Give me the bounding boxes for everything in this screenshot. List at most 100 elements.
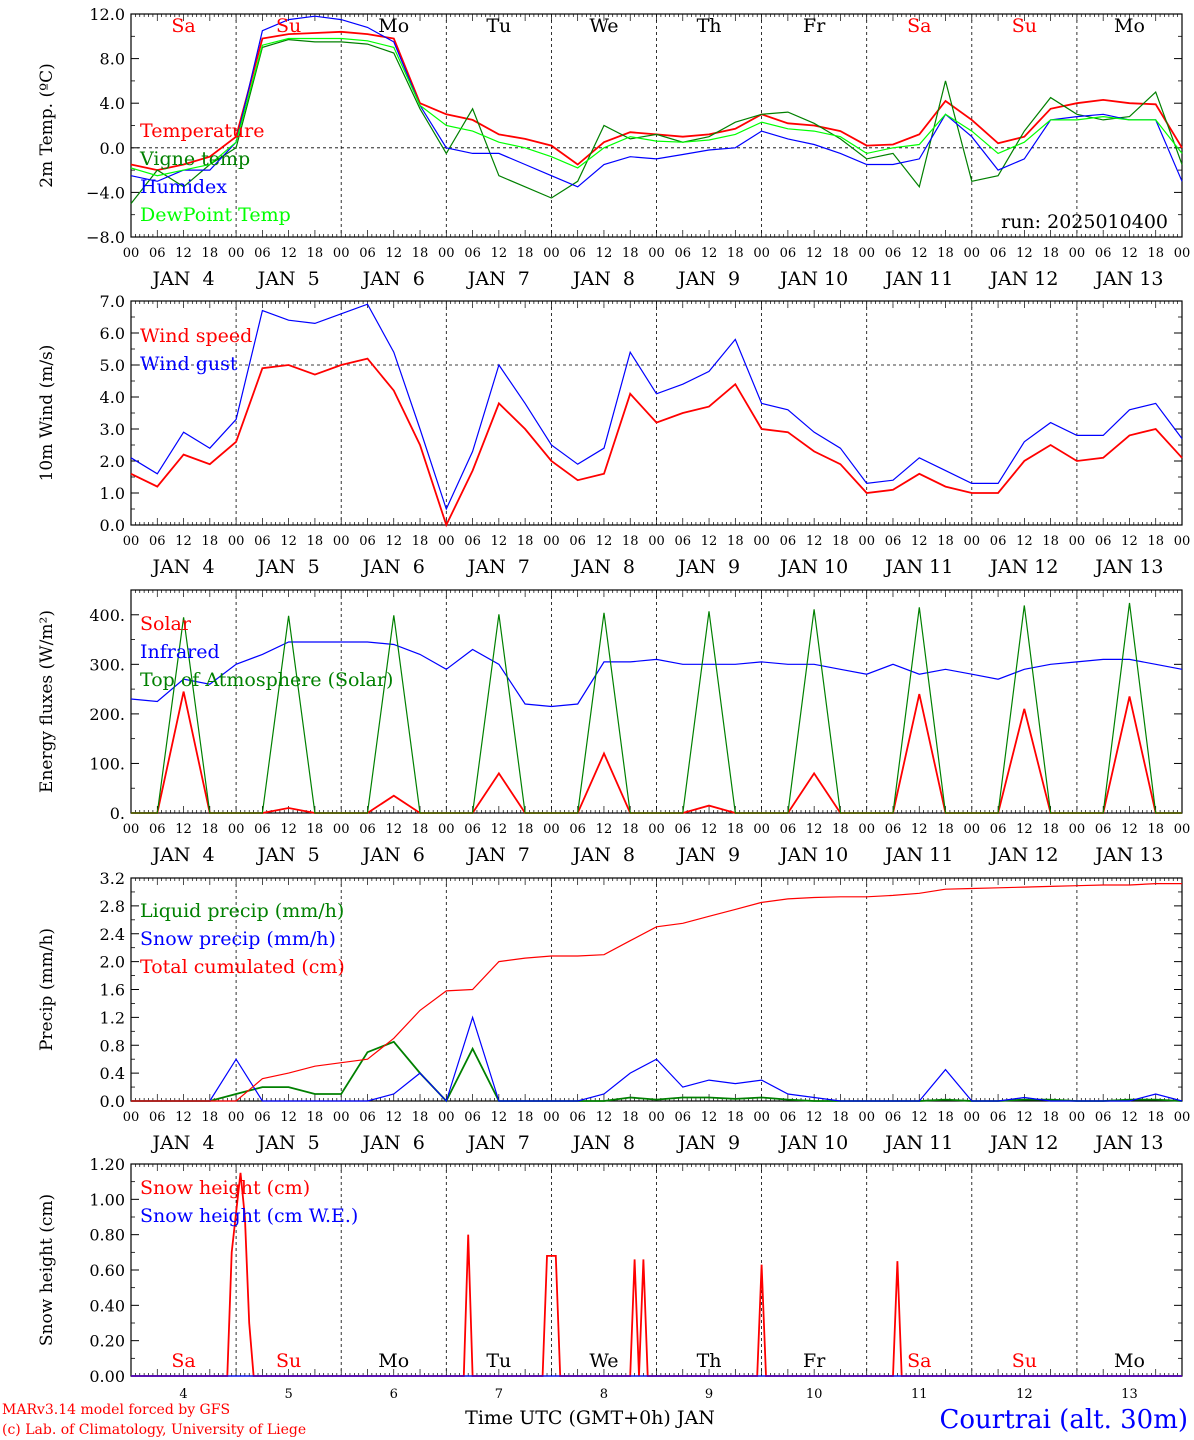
hour-tick-label: 12 xyxy=(806,1110,823,1125)
y-tick-label: 0.0 xyxy=(100,139,125,158)
hour-tick-label: 12 xyxy=(280,246,297,261)
hour-tick-label: 12 xyxy=(1121,246,1138,261)
day-name-label: Mo xyxy=(1114,1350,1145,1372)
hour-tick-label: 12 xyxy=(385,822,402,837)
date-label: JAN 8 xyxy=(571,268,635,290)
hour-tick-label: 12 xyxy=(175,822,192,837)
day-name-label: Sa xyxy=(907,1350,931,1372)
y-axis-label: Precip (mm/h) xyxy=(37,928,57,1051)
hour-tick-label: 18 xyxy=(727,822,744,837)
hour-tick-label: 18 xyxy=(727,1110,744,1125)
series-line-liquid-precip-mm-h- xyxy=(131,1040,1183,1103)
day-name-label: Mo xyxy=(378,1350,409,1372)
hour-tick-label: 00 xyxy=(333,246,350,261)
hour-tick-label: 00 xyxy=(648,822,665,837)
y-tick-label: 1.0 xyxy=(100,484,125,503)
hour-tick-label: 00 xyxy=(964,246,981,261)
hour-tick-label: 06 xyxy=(149,534,166,549)
date-label: JAN 6 xyxy=(361,556,425,578)
y-tick-label: 0.0 xyxy=(100,1092,125,1111)
hour-tick-label: 06 xyxy=(254,246,271,261)
y-tick-label: 0.4 xyxy=(100,1064,125,1083)
hour-tick-label: 12 xyxy=(596,1110,613,1125)
series-line-humidex xyxy=(130,15,1183,188)
legend-entry: Wind speed xyxy=(140,325,252,347)
hour-tick-label: 06 xyxy=(569,534,586,549)
date-label: JAN 7 xyxy=(466,1132,530,1154)
hour-tick-label: 12 xyxy=(280,822,297,837)
hour-tick-label: 18 xyxy=(1042,822,1059,837)
hour-tick-label: 18 xyxy=(622,246,639,261)
y-tick-label: 2.8 xyxy=(100,897,125,916)
hour-tick-label: 18 xyxy=(1147,246,1164,261)
legend-entry: Humidex xyxy=(140,176,227,198)
x-axis-label: Time UTC (GMT+0h) JAN xyxy=(465,1407,715,1429)
hour-tick-label: 00 xyxy=(123,822,140,837)
hour-tick-label: 12 xyxy=(596,534,613,549)
y-tick-label: 8.0 xyxy=(100,50,125,69)
day-number-label: 12 xyxy=(1016,1387,1033,1402)
date-label: JAN 12 xyxy=(988,1132,1058,1154)
day-number-label: 8 xyxy=(600,1387,608,1402)
hour-tick-label: 18 xyxy=(412,1110,429,1125)
y-tick-label: 1.6 xyxy=(100,981,125,1000)
hour-tick-label: 06 xyxy=(254,822,271,837)
hour-tick-label: 00 xyxy=(543,534,560,549)
hour-tick-label: 06 xyxy=(464,246,481,261)
date-label: JAN 11 xyxy=(883,844,953,866)
day-name-label: Th xyxy=(697,15,722,37)
legend-entry: Top of Atmosphere (Solar) xyxy=(140,669,393,691)
series-line-wind-speed xyxy=(130,357,1183,528)
hour-tick-label: 12 xyxy=(280,1110,297,1125)
hour-tick-label: 00 xyxy=(858,822,875,837)
hour-tick-label: 06 xyxy=(990,1110,1007,1125)
hour-tick-label: 06 xyxy=(990,534,1007,549)
date-label: JAN 10 xyxy=(778,556,848,578)
hour-tick-label: 00 xyxy=(1174,246,1191,261)
date-label: JAN 6 xyxy=(361,1132,425,1154)
hour-tick-label: 12 xyxy=(596,822,613,837)
hour-tick-label: 06 xyxy=(464,822,481,837)
hour-tick-label: 00 xyxy=(333,534,350,549)
date-label: JAN 10 xyxy=(778,268,848,290)
day-name-label: Tu xyxy=(486,1350,511,1372)
hour-tick-label: 18 xyxy=(202,534,219,549)
hour-tick-label: 12 xyxy=(701,534,718,549)
hour-tick-label: 06 xyxy=(149,246,166,261)
hour-tick-label: 06 xyxy=(359,534,376,549)
day-name-label: Su xyxy=(276,15,301,37)
hour-tick-label: 00 xyxy=(1069,822,1086,837)
y-axis-label: 2m Temp. (ºC) xyxy=(37,63,57,188)
hour-tick-label: 18 xyxy=(937,1110,954,1125)
hour-tick-label: 06 xyxy=(990,246,1007,261)
legend-entry: DewPoint Temp xyxy=(140,204,291,226)
legend-entry: Vigne temp xyxy=(139,148,250,170)
hour-tick-label: 12 xyxy=(806,822,823,837)
date-label: JAN 4 xyxy=(150,268,214,290)
hour-tick-label: 00 xyxy=(858,246,875,261)
y-axis-label: 10m Wind (m/s) xyxy=(37,345,57,482)
hour-tick-label: 00 xyxy=(753,534,770,549)
plot-frame xyxy=(130,589,1183,814)
date-label: JAN 4 xyxy=(150,1132,214,1154)
hour-tick-label: 06 xyxy=(885,246,902,261)
hour-tick-label: 00 xyxy=(753,1110,770,1125)
hour-tick-label: 06 xyxy=(1095,246,1112,261)
hour-tick-label: 12 xyxy=(701,1110,718,1125)
hour-tick-label: 06 xyxy=(569,1110,586,1125)
hour-tick-label: 12 xyxy=(175,1110,192,1125)
date-label: JAN 12 xyxy=(988,268,1058,290)
date-label: JAN 12 xyxy=(988,844,1058,866)
hour-tick-label: 06 xyxy=(780,1110,797,1125)
day-number-label: 4 xyxy=(179,1387,187,1402)
series-line-top-of-atmosphere-solar- xyxy=(131,602,1182,814)
hour-tick-label: 18 xyxy=(832,822,849,837)
hour-tick-label: 06 xyxy=(359,246,376,261)
hour-tick-label: 18 xyxy=(202,822,219,837)
day-name-label: Mo xyxy=(378,15,409,37)
hour-tick-label: 18 xyxy=(307,822,324,837)
hour-tick-label: 00 xyxy=(964,822,981,837)
y-tick-label: 2.0 xyxy=(100,452,125,471)
day-name-label: Su xyxy=(276,1350,301,1372)
day-name-label: Tu xyxy=(486,15,511,37)
